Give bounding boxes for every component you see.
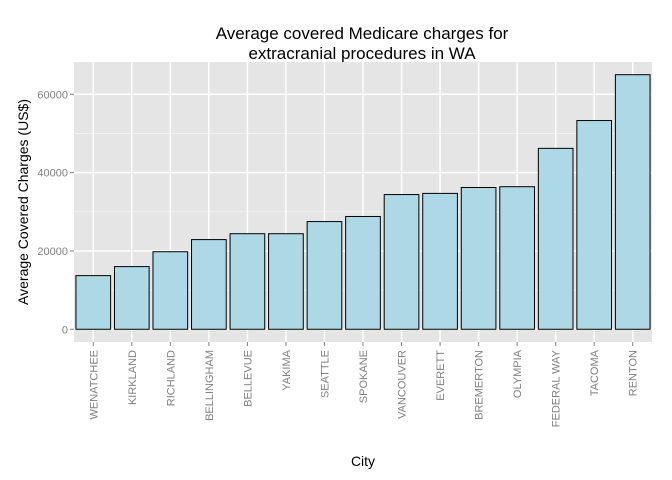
bar-tacoma <box>576 120 613 330</box>
bar-vancouver <box>383 194 420 330</box>
x-axis-title: City <box>351 453 375 469</box>
x-tick-label: YAKIMA <box>281 349 293 390</box>
bar-richland <box>152 251 189 330</box>
x-tick-label: FEDERAL WAY <box>551 349 563 427</box>
bar-bellingham <box>191 239 227 330</box>
x-tick-label: RICHLAND <box>165 350 177 406</box>
y-axis-title: Average Covered Charges (US$) <box>15 99 31 305</box>
y-tick-label: 60000 <box>37 89 68 101</box>
x-tick-label: KIRKLAND <box>127 350 139 405</box>
x-tick-label: SPOKANE <box>358 350 370 403</box>
bar-kirkland <box>113 266 150 330</box>
bar-bellevue <box>229 233 266 330</box>
y-tick-label: 20000 <box>37 246 68 258</box>
x-tick-label: EVERETT <box>435 350 447 401</box>
x-tick-label: TACOMA <box>589 349 601 396</box>
bar-spokane <box>345 215 381 330</box>
x-tick-label: VANCOUVER <box>397 350 409 419</box>
y-axis-ticks: 0 20000 40000 60000 <box>37 89 74 336</box>
chart-title-line-2: extracranial procedures in WA <box>248 44 476 63</box>
y-tick-label: 40000 <box>37 168 68 180</box>
x-tick-label: BELLEVUE <box>242 350 254 407</box>
x-axis-ticks: WENATCHEE KIRKLAND RICHLAND BELLINGHAM BELLE… <box>88 342 640 427</box>
bar-bremerton <box>460 187 497 330</box>
x-tick-label: WENATCHEE <box>88 350 100 419</box>
y-tick-label: 0 <box>62 324 68 336</box>
x-tick-label: BELLINGHAM <box>204 350 216 421</box>
x-tick-label: OLYMPIA <box>512 349 524 398</box>
x-tick-label: BREMERTON <box>474 350 486 420</box>
bar-federal-way <box>537 147 574 330</box>
bar-renton <box>614 74 651 330</box>
bar-yakima <box>268 233 304 330</box>
bar-everett <box>422 192 458 330</box>
x-tick-label: SEATTLE <box>319 350 331 398</box>
bar-olympia <box>499 186 535 330</box>
chart-title-line-1: Average covered Medicare charges for <box>216 24 509 43</box>
bar-wenatchee <box>75 275 112 330</box>
x-tick-label: RENTON <box>628 350 640 396</box>
bars <box>75 74 651 330</box>
bar-seattle <box>306 221 343 330</box>
